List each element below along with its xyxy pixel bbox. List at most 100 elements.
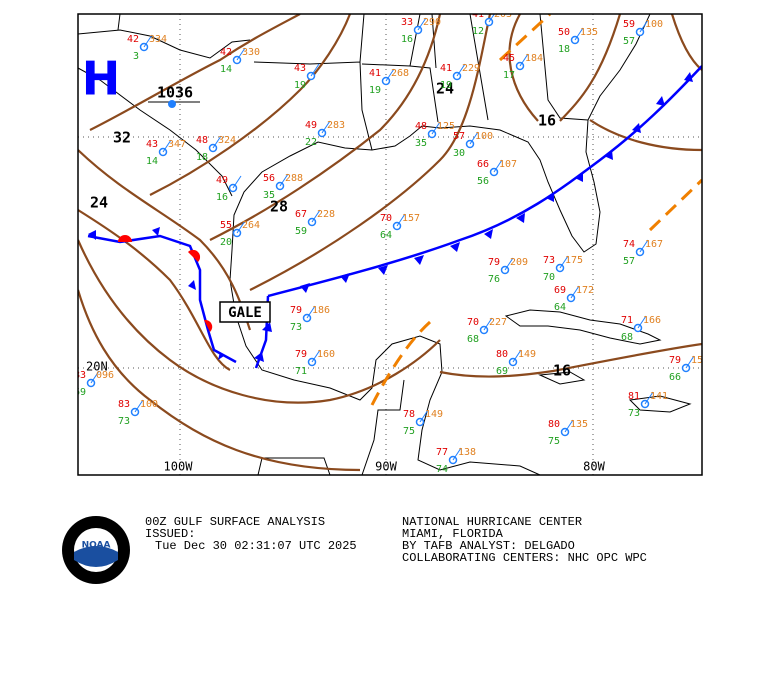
wind-barb xyxy=(469,131,479,145)
temperature: 55 xyxy=(220,220,232,231)
wind-barb xyxy=(134,399,144,413)
temperature: 78 xyxy=(403,409,415,420)
wind-barb xyxy=(639,19,649,33)
wind-barb xyxy=(512,349,522,363)
lon-label: 100W xyxy=(164,460,194,474)
wind-barb xyxy=(306,305,316,319)
wind-barb xyxy=(483,317,493,331)
wind-barb xyxy=(493,159,503,173)
pressure: 157 xyxy=(402,213,420,224)
pressure: 186 xyxy=(312,305,330,316)
pressure: 268 xyxy=(391,68,409,79)
coastline xyxy=(229,249,541,475)
temperature: 49 xyxy=(305,120,317,131)
issued-time: Tue Dec 30 02:31:07 UTC 2025 xyxy=(155,539,357,553)
pressure: 100 xyxy=(140,399,158,410)
wind-barb xyxy=(559,255,569,269)
pressure: 149 xyxy=(518,349,536,360)
trough xyxy=(370,320,432,406)
pressure: 330 xyxy=(242,47,260,58)
temperature: 69 xyxy=(554,285,566,296)
pressure: 141 xyxy=(650,391,668,402)
gale-label: GALE xyxy=(228,305,262,321)
isobar xyxy=(149,14,352,196)
temperature: 45 xyxy=(503,53,515,64)
dewpoint: 71 xyxy=(295,366,307,377)
dewpoint: 64 xyxy=(554,302,566,313)
dewpoint: 75 xyxy=(548,436,560,447)
dewpoint: 69 xyxy=(74,387,86,398)
temperature: 48 xyxy=(415,121,427,132)
dewpoint: 57 xyxy=(623,256,635,267)
dewpoint: 74 xyxy=(436,464,448,475)
temperature: 79 xyxy=(290,305,302,316)
wind-barb xyxy=(236,220,246,234)
dewpoint: 12 xyxy=(472,26,484,37)
temperature: 79 xyxy=(295,349,307,360)
dewpoint: 70 xyxy=(543,272,555,283)
wind-barb xyxy=(419,409,429,423)
gale-box xyxy=(219,301,271,323)
temperature: 42 xyxy=(127,34,139,45)
pressure: 264 xyxy=(242,220,260,231)
pressure: 228 xyxy=(317,209,335,220)
dewpoint: 68 xyxy=(621,332,633,343)
wind-barb xyxy=(279,173,289,187)
lon-label: 80W xyxy=(583,460,605,474)
isobar xyxy=(78,149,252,331)
temperature: 77 xyxy=(436,447,448,458)
isobar xyxy=(559,14,622,122)
temperature: 71 xyxy=(621,315,633,326)
pressure: 160 xyxy=(317,349,335,360)
dewpoint: 14 xyxy=(220,64,232,75)
pressure: 290 xyxy=(423,17,441,28)
wind-barb xyxy=(456,63,466,77)
temperature: 80 xyxy=(548,419,560,430)
wind-barb xyxy=(90,370,100,384)
isobar xyxy=(508,14,539,122)
temperature: 74 xyxy=(623,239,635,250)
wind-barb xyxy=(417,17,427,31)
coastline xyxy=(231,14,651,253)
wind-barb xyxy=(637,315,647,329)
dewpoint: 73 xyxy=(118,416,130,427)
coastline xyxy=(628,395,692,413)
pressure: 167 xyxy=(645,239,663,250)
temperature: 73 xyxy=(543,255,555,266)
dewpoint: 35 xyxy=(415,138,427,149)
pressure: 229 xyxy=(462,63,480,74)
dewpoint: 3 xyxy=(133,51,139,62)
dewpoint: 17 xyxy=(503,70,515,81)
pressure: 153 xyxy=(691,355,709,366)
pressure: 166 xyxy=(643,315,661,326)
wind-barb xyxy=(310,63,320,77)
wind-barb xyxy=(644,391,654,405)
dewpoint: 73 xyxy=(628,408,640,419)
wind-barb xyxy=(311,349,321,363)
pressure: 324 xyxy=(218,135,236,146)
isobar-label: 16 xyxy=(538,112,556,130)
pressure: 100 xyxy=(645,19,663,30)
wind-barb xyxy=(431,121,441,135)
wind-barb xyxy=(504,257,514,271)
temperature: 56 xyxy=(263,173,275,184)
pressure: 107 xyxy=(499,159,517,170)
isobar xyxy=(78,209,231,371)
noaa-logo-wave xyxy=(74,546,118,567)
isobar xyxy=(78,289,361,472)
temperature: 33 xyxy=(401,17,413,28)
analyst: BY TAFB ANALYST: DELGADO xyxy=(402,539,575,553)
high-center xyxy=(168,100,176,108)
dewpoint: 30 xyxy=(453,148,465,159)
isobar xyxy=(589,119,702,152)
dewpoint: 66 xyxy=(669,372,681,383)
wind-barb xyxy=(143,34,153,48)
dewpoint: 16 xyxy=(401,34,413,45)
temperature: 48 xyxy=(196,135,208,146)
temperature: 79 xyxy=(488,257,500,268)
temperature: 80 xyxy=(496,349,508,360)
isobar-label: 24 xyxy=(436,80,454,98)
dewpoint: 57 xyxy=(623,36,635,47)
isobar xyxy=(209,14,442,241)
